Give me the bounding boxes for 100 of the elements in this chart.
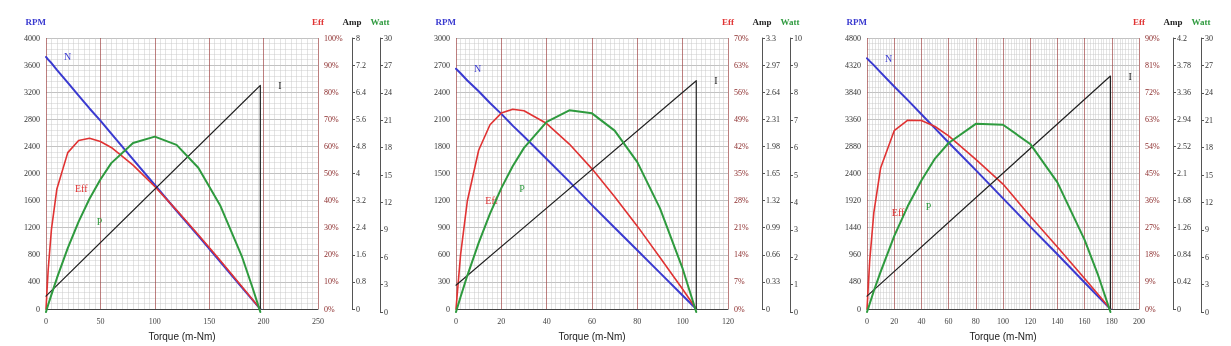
y3-tick-label: 1.65 [766, 169, 781, 178]
y3-tick-label: 0.99 [766, 223, 781, 233]
y-tick-label: 0 [384, 307, 388, 317]
series-label: P [96, 216, 103, 228]
y-tick-label: 1440 [844, 223, 861, 233]
y-axis-title: Watt [1191, 16, 1211, 27]
x-axis-title: Torque (m-Nm) [148, 330, 216, 342]
y3-tick-label: 8 [356, 33, 360, 43]
series-label: Eff [74, 183, 89, 195]
x-tick-label: 100 [996, 316, 1009, 326]
y-tick-label: 400 [28, 277, 40, 287]
x-tick-label: 100 [148, 316, 161, 326]
y2-tick-label: 90% [324, 60, 339, 70]
y2-tick-label: 27% [1144, 223, 1160, 233]
y2-tick-label: 0% [324, 304, 335, 314]
y2-tick-label: 40% [324, 196, 339, 206]
y3-tick-label: 0 [356, 304, 360, 314]
y3-tick-label: 2.94 [1176, 114, 1191, 124]
series-label: N [474, 63, 482, 75]
y-tick-label: 27 [384, 60, 392, 70]
x-axis-title: Torque (m-Nm) [558, 330, 626, 342]
x-tick-label: 20 [889, 316, 898, 326]
y3-tick-label: 1.98 [766, 141, 781, 151]
y3-axis-title: Amp [342, 16, 362, 27]
y-tick-label: 1920 [844, 196, 861, 206]
x-tick-label: 0 [44, 316, 48, 326]
y3-tick-label: 6.4 [356, 87, 366, 97]
y-axis-title: RPM [846, 16, 868, 27]
y-tick-label: 2400 [24, 141, 40, 151]
y2-tick-label: 7% [734, 277, 746, 287]
y-tick-label: 300 [438, 277, 451, 287]
y2-tick-label: 63% [1144, 114, 1160, 124]
y-tick-label: 12 [384, 197, 392, 207]
y-tick-label: 2880 [844, 141, 861, 151]
y-axis-title: Watt [370, 16, 390, 27]
x-tick-label: 80 [971, 316, 980, 326]
y3-tick-label: 1.32 [766, 196, 781, 206]
y3-tick-label: 3.78 [1176, 60, 1191, 70]
y-tick-label: 6 [384, 252, 388, 262]
y-tick-label: 3360 [844, 114, 861, 124]
y-axis-title: RPM [435, 16, 457, 27]
x-tick-label: 60 [588, 316, 597, 326]
x-tick-label: 150 [203, 316, 216, 326]
y2-tick-label: 45% [1144, 169, 1160, 178]
y3-tick-label: 2.4 [356, 223, 366, 233]
y-tick-label: 3 [1204, 280, 1209, 290]
x-tick-label: 100 [676, 316, 689, 326]
y3-tick-label: 7.2 [356, 60, 366, 70]
y2-tick-label: 81% [1144, 60, 1160, 70]
y-tick-label: 0 [794, 307, 799, 317]
series-label: I [714, 75, 718, 87]
y-tick-label: 3200 [24, 87, 40, 97]
y2-axis-title: Eff [312, 16, 325, 27]
y-tick-label: 600 [438, 250, 451, 260]
y-tick-label: 2 [794, 252, 799, 262]
y3-tick-label: 0.66 [766, 250, 781, 260]
y3-tick-label: 4.8 [356, 141, 366, 151]
y-tick-label: 24 [1204, 88, 1213, 98]
y-tick-label: 0 [446, 304, 451, 314]
y3-tick-label: 2.64 [766, 87, 781, 97]
y-tick-label: 0 [856, 304, 861, 314]
x-tick-label: 40 [542, 316, 551, 326]
y2-tick-label: 49% [734, 114, 750, 124]
y3-tick-label: 4 [356, 169, 360, 178]
y3-tick-label: 0.84 [1176, 250, 1191, 260]
y-tick-label: 21 [1204, 115, 1213, 125]
y-tick-label: 18 [384, 143, 392, 153]
y-tick-label: 2100 [434, 114, 451, 124]
y2-tick-label: 9% [1144, 277, 1156, 287]
y3-tick-label: 2.31 [766, 114, 781, 124]
y-tick-label: 3600 [24, 60, 40, 70]
y2-tick-label: 70% [324, 114, 339, 124]
x-tick-label: 140 [1051, 316, 1064, 326]
y2-tick-label: 36% [1144, 196, 1160, 206]
x-tick-label: 50 [96, 316, 105, 326]
series-label: P [925, 200, 932, 212]
y2-tick-label: 63% [734, 60, 750, 70]
y-tick-label: 15 [1204, 170, 1213, 180]
y3-tick-label: 1.68 [1176, 196, 1191, 206]
x-tick-label: 0 [454, 316, 459, 326]
x-tick-label: 180 [1105, 316, 1118, 326]
y3-tick-label: 3.3 [766, 33, 777, 43]
y-tick-label: 900 [438, 223, 451, 233]
y2-tick-label: 0% [1144, 304, 1156, 314]
x-tick-label: 160 [1078, 316, 1091, 326]
y-tick-label: 9 [384, 225, 388, 235]
y-tick-label: 9 [794, 60, 799, 70]
y-tick-label: 27 [1204, 60, 1213, 70]
x-tick-label: 40 [917, 316, 926, 326]
y3-tick-label: 0.33 [766, 277, 781, 287]
y-tick-label: 4320 [844, 60, 861, 70]
y-axis-title: RPM [25, 16, 47, 27]
y3-tick-label: 0 [1176, 304, 1181, 314]
y-tick-label: 4 [794, 197, 799, 207]
x-tick-label: 0 [864, 316, 869, 326]
y3-tick-label: 0.42 [1176, 277, 1191, 287]
y2-tick-label: 0% [734, 304, 746, 314]
y-tick-label: 3000 [434, 33, 451, 43]
series-label: I [1128, 70, 1132, 82]
y-tick-label: 9 [1204, 225, 1209, 235]
